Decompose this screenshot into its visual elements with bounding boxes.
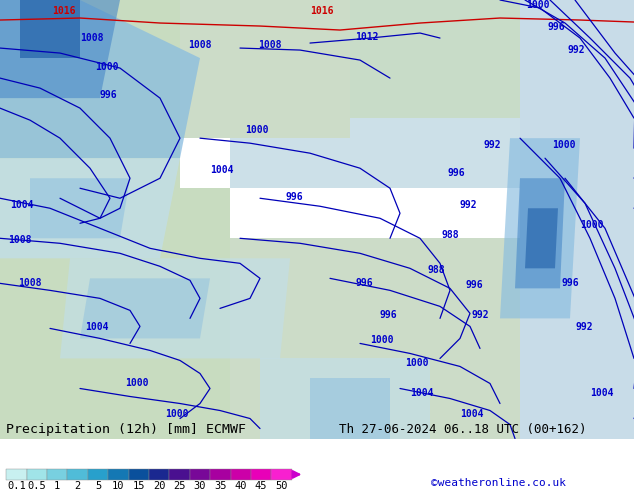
Text: 1008: 1008 [258,40,281,50]
Text: 992: 992 [575,322,593,332]
Text: 996: 996 [562,278,579,288]
FancyBboxPatch shape [47,469,67,480]
FancyBboxPatch shape [251,469,271,480]
Text: 992: 992 [472,310,489,320]
Text: Th 27-06-2024 06..18 UTC (00+162): Th 27-06-2024 06..18 UTC (00+162) [339,423,586,436]
Text: 1012: 1012 [355,32,378,42]
Text: 1000: 1000 [125,378,148,389]
Text: ©weatheronline.co.uk: ©weatheronline.co.uk [431,478,566,488]
Text: 996: 996 [285,192,302,202]
Text: 1004: 1004 [410,389,434,398]
Text: 1004: 1004 [210,165,233,175]
Text: 996: 996 [100,90,118,100]
Text: 1000: 1000 [526,0,550,10]
Text: 15: 15 [133,481,145,490]
Text: 1: 1 [54,481,60,490]
FancyBboxPatch shape [190,469,210,480]
Text: 1016: 1016 [52,6,75,16]
Polygon shape [0,0,180,188]
Text: Precipitation (12h) [mm] ECMWF: Precipitation (12h) [mm] ECMWF [6,423,247,436]
Text: 1000: 1000 [552,140,576,150]
Polygon shape [260,359,430,439]
Text: 40: 40 [235,481,247,490]
Text: 1004: 1004 [460,409,484,418]
Text: 0.5: 0.5 [27,481,46,490]
Text: 1008: 1008 [188,40,212,50]
Text: 996: 996 [548,22,566,32]
Polygon shape [525,208,558,269]
Text: 1000: 1000 [95,62,119,72]
Text: 992: 992 [460,200,477,210]
Text: 1004: 1004 [85,322,108,332]
FancyBboxPatch shape [210,469,231,480]
Polygon shape [0,188,230,439]
Polygon shape [520,0,634,439]
FancyBboxPatch shape [67,469,88,480]
Text: 1000: 1000 [405,359,429,368]
Polygon shape [0,158,180,258]
Text: 5: 5 [95,481,101,490]
Polygon shape [60,258,290,359]
Text: 996: 996 [465,280,482,291]
FancyBboxPatch shape [169,469,190,480]
Polygon shape [20,0,80,58]
Text: 992: 992 [484,140,501,150]
Text: 996: 996 [355,278,373,288]
Text: 1000: 1000 [165,409,188,418]
Polygon shape [30,178,130,238]
Text: 988: 988 [442,230,460,240]
Text: 996: 996 [380,310,398,320]
Text: 20: 20 [153,481,165,490]
Text: 1004: 1004 [590,389,614,398]
Text: 1016: 1016 [310,6,333,16]
Polygon shape [230,0,634,188]
FancyBboxPatch shape [108,469,129,480]
Text: 1008: 1008 [8,235,32,245]
Text: 1004: 1004 [10,200,34,210]
Text: 0.1: 0.1 [7,481,26,490]
FancyBboxPatch shape [149,469,169,480]
Polygon shape [515,178,565,288]
Text: 25: 25 [173,481,186,490]
Text: 988: 988 [428,266,446,275]
FancyBboxPatch shape [129,469,149,480]
Polygon shape [350,0,520,118]
Text: 30: 30 [193,481,206,490]
FancyBboxPatch shape [6,469,27,480]
Polygon shape [0,0,120,98]
FancyBboxPatch shape [231,469,251,480]
Text: 50: 50 [275,481,288,490]
Text: 35: 35 [214,481,226,490]
Polygon shape [180,0,350,138]
Polygon shape [230,238,520,439]
FancyBboxPatch shape [271,469,292,480]
Polygon shape [500,138,580,318]
FancyBboxPatch shape [88,469,108,480]
Text: 1008: 1008 [80,33,103,43]
Text: 996: 996 [448,168,465,178]
Text: 1008: 1008 [18,278,41,288]
Text: 1000: 1000 [370,336,394,345]
Polygon shape [80,278,210,339]
Text: 1000: 1000 [580,220,604,230]
Text: 2: 2 [75,481,81,490]
Text: 992: 992 [568,45,586,55]
Text: 45: 45 [255,481,268,490]
FancyBboxPatch shape [27,469,47,480]
Text: 10: 10 [112,481,125,490]
Polygon shape [310,378,390,439]
Text: 1000: 1000 [245,125,269,135]
Polygon shape [0,0,200,158]
